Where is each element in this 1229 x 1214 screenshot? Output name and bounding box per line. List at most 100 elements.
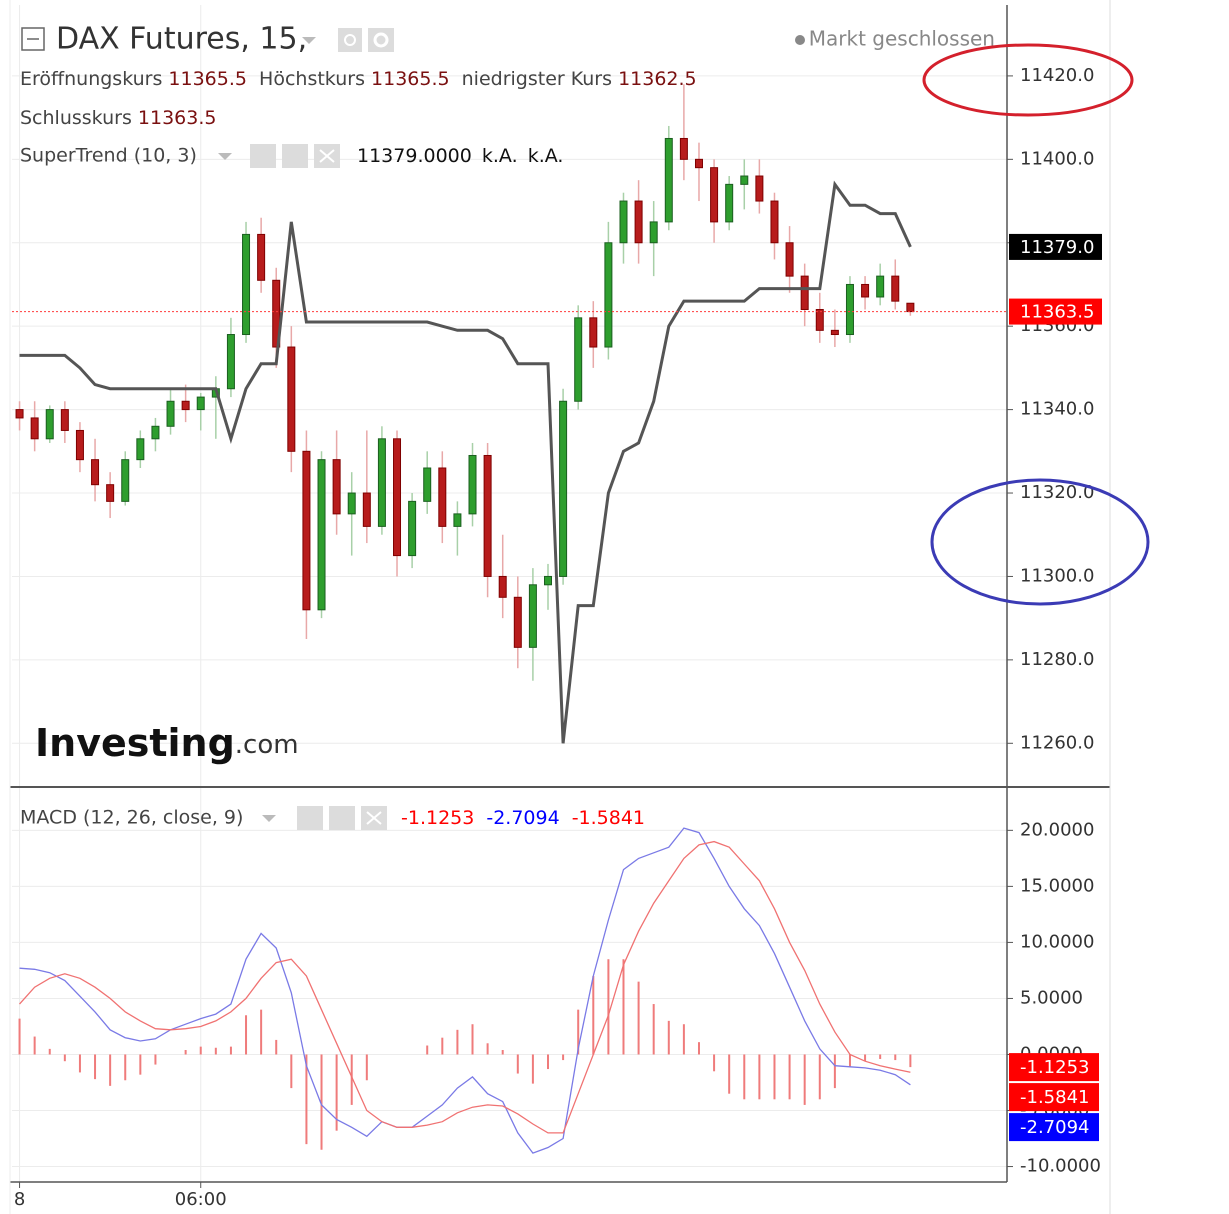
status-dot: [795, 35, 805, 45]
candle-body: [91, 459, 100, 486]
remove-icon: [366, 811, 382, 825]
candle-body: [891, 275, 900, 302]
legend-value: 11363.5: [138, 107, 217, 129]
settings-icon[interactable]: [329, 806, 355, 830]
histogram-bar: [18, 1018, 21, 1055]
value-tag: [1009, 1083, 1099, 1112]
annotation-ellipse: [930, 478, 1150, 606]
candle-body: [906, 302, 915, 313]
candle-body: [438, 467, 447, 527]
candle-body: [725, 183, 734, 223]
candle-body: [634, 200, 643, 244]
candle-body: [181, 400, 190, 411]
legend-value: 11362.5: [618, 68, 697, 90]
histogram-bar: [124, 1054, 127, 1081]
histogram-bar: [697, 1042, 700, 1055]
candle-body: [166, 400, 175, 427]
readout-value: -2.7094: [486, 807, 559, 829]
histogram-bar: [758, 1054, 761, 1100]
candle-body: [649, 221, 658, 244]
legend-value: 11365.5: [168, 68, 247, 90]
settings-icon[interactable]: [282, 144, 308, 168]
legend-value: 11365.5: [371, 68, 450, 90]
dropdown-icon[interactable]: [218, 153, 232, 160]
watermark-text: Investing: [35, 721, 235, 765]
watermark-text: .com: [235, 730, 299, 760]
histogram-bar: [833, 1054, 836, 1089]
candle-body: [60, 409, 69, 431]
candle-body: [574, 317, 583, 402]
histogram-bar: [214, 1047, 217, 1055]
candle-body: [15, 409, 24, 419]
histogram-bar: [909, 1054, 912, 1068]
y-tick-label: 11260.0: [1020, 732, 1094, 753]
candle-body: [785, 242, 794, 277]
candle-body: [755, 175, 764, 202]
candle-body: [453, 513, 462, 527]
candle-body: [30, 417, 39, 440]
candle-body: [710, 167, 719, 223]
histogram-bar: [667, 1020, 670, 1055]
indicator-name: SuperTrend (10, 3): [20, 145, 197, 167]
histogram-bar: [486, 1043, 489, 1055]
histogram-bar: [864, 1054, 867, 1062]
indicator-readout: -1.1253 -2.7094 -1.5841: [401, 807, 645, 829]
candle-body: [287, 346, 296, 452]
histogram-bar: [728, 1054, 731, 1094]
price-tag: [1009, 233, 1102, 260]
histogram-bar: [894, 1054, 897, 1061]
candle-body: [559, 400, 568, 577]
candle-body: [75, 429, 84, 461]
candle-body: [679, 137, 688, 160]
price-tag: [1009, 298, 1102, 325]
candle-body: [257, 233, 266, 281]
candle-body: [226, 334, 235, 390]
histogram-bar: [637, 981, 640, 1055]
grid-layer: [12, 5, 1013, 1188]
candle-body: [876, 275, 885, 298]
settings-icon[interactable]: [368, 28, 394, 52]
candle-body: [483, 454, 492, 577]
histogram-bar: [245, 1015, 248, 1055]
eye-icon[interactable]: [297, 806, 323, 830]
candle-body: [468, 454, 477, 515]
candle-body: [740, 175, 749, 185]
candle-body: [544, 575, 553, 586]
annotation-ellipse: [922, 43, 1134, 117]
collapse-icon[interactable]: [21, 27, 45, 51]
histogram-bar: [652, 1004, 655, 1055]
legend-label: Eröffnungskurs: [20, 68, 162, 90]
histogram-bar: [713, 1054, 716, 1072]
dropdown-icon[interactable]: [302, 37, 316, 44]
histogram-bar: [788, 1054, 791, 1100]
candle-body: [106, 484, 115, 502]
candle-body: [347, 492, 356, 515]
eye-icon[interactable]: [250, 144, 276, 168]
histogram-bar: [879, 1054, 882, 1059]
histogram-bar: [78, 1054, 81, 1073]
readout-value: k.A.: [482, 145, 518, 167]
histogram-bar: [531, 1054, 534, 1084]
histogram-bar: [547, 1054, 550, 1070]
histogram-bar: [199, 1046, 202, 1055]
y-tick-label: 15.0000: [1020, 875, 1094, 896]
candle-body: [528, 584, 537, 648]
candle-body: [513, 596, 522, 648]
histogram-bar: [184, 1050, 187, 1055]
y-tick-label: 11320.0: [1020, 482, 1094, 503]
candle-body: [317, 459, 326, 611]
histogram-bar: [622, 959, 625, 1055]
candle-body: [408, 500, 417, 557]
histogram-bar: [275, 1039, 278, 1055]
histogram-bar: [305, 1054, 308, 1145]
histogram-bar: [63, 1054, 66, 1062]
dropdown-icon[interactable]: [262, 815, 276, 822]
price-tag-label: 11363.5: [1020, 302, 1094, 323]
histogram-bar: [48, 1048, 51, 1055]
x-tick-label: 06:00: [175, 1189, 227, 1210]
candle-body: [830, 329, 839, 336]
candle-body: [393, 438, 402, 557]
eye-icon[interactable]: [338, 28, 362, 52]
